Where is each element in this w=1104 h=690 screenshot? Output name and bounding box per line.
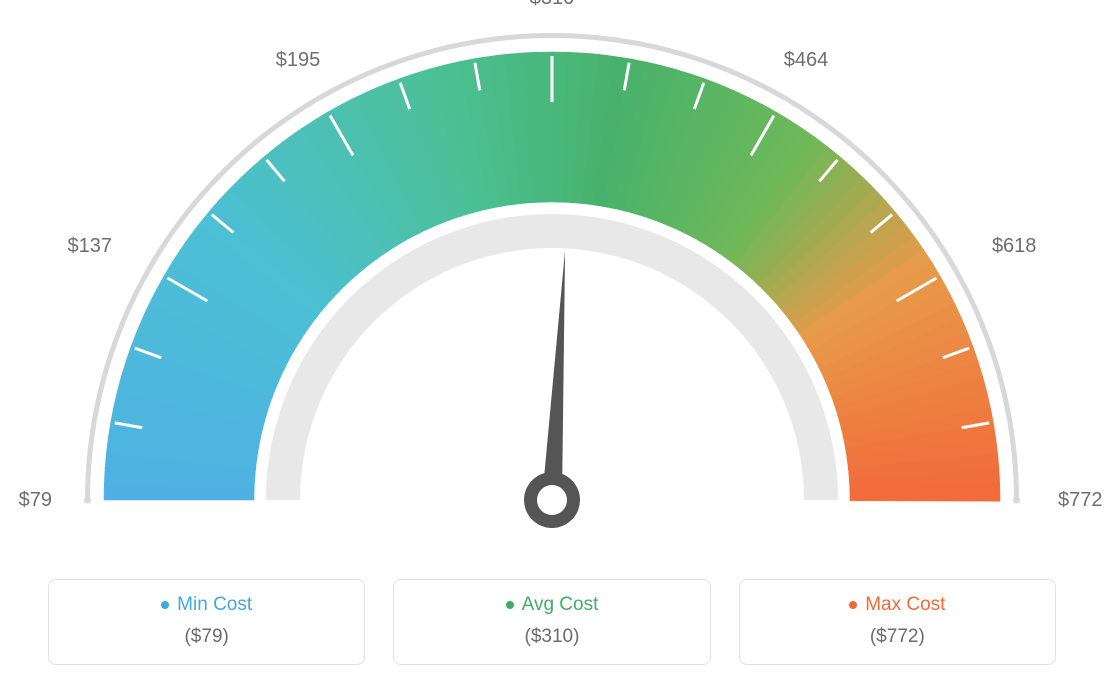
legend-title-avg-text: Avg Cost: [522, 594, 599, 616]
legend-card-max: Max Cost ($772): [739, 579, 1056, 665]
legend-value-max: ($772): [750, 626, 1045, 648]
legend-title-min: Min Cost: [161, 594, 252, 616]
legend-title-max-text: Max Cost: [865, 594, 945, 616]
legend-title-max: Max Cost: [849, 594, 945, 616]
legend-row: Min Cost ($79) Avg Cost ($310) Max Cost …: [48, 579, 1056, 665]
svg-text:$137: $137: [68, 235, 113, 257]
gauge-hub-inner: [537, 485, 567, 515]
gauge-track-cap: [1013, 497, 1020, 504]
svg-text:$310: $310: [530, 0, 575, 9]
legend-dot-max: [849, 601, 857, 609]
legend-title-min-text: Min Cost: [177, 594, 252, 616]
svg-text:$772: $772: [1058, 489, 1103, 511]
svg-text:$618: $618: [992, 235, 1037, 257]
svg-text:$195: $195: [276, 49, 321, 71]
svg-text:$79: $79: [19, 489, 52, 511]
legend-value-min: ($79): [59, 626, 354, 648]
gauge-chart: $79 $137 $195 $310 $464 $618 $772: [0, 0, 1104, 560]
legend-dot-avg: [506, 601, 514, 609]
gauge-track-cap: [84, 497, 91, 504]
svg-text:$464: $464: [784, 49, 829, 71]
legend-card-avg: Avg Cost ($310): [393, 579, 710, 665]
gauge-needle: [542, 250, 565, 500]
legend-title-avg: Avg Cost: [506, 594, 599, 616]
legend-dot-min: [161, 601, 169, 609]
cost-gauge-widget: $79 $137 $195 $310 $464 $618 $772 Min Cost ($7…: [0, 0, 1104, 690]
legend-value-avg: ($310): [404, 626, 699, 648]
legend-card-min: Min Cost ($79): [48, 579, 365, 665]
